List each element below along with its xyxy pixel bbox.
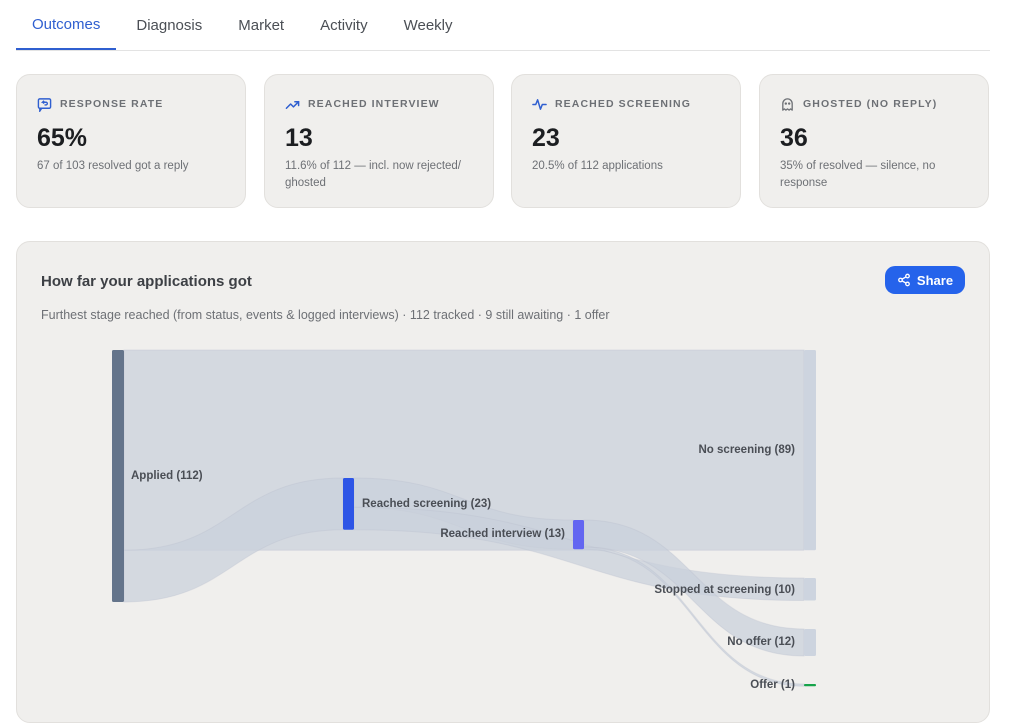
tab-activity[interactable]: Activity [320,17,368,34]
card-label: REACHED SCREENING [555,98,691,110]
ghost-icon [782,97,793,111]
panel-title: How far your applications got [41,273,252,290]
card-subtext: 67 of 103 resolved got a reply [37,160,189,172]
activity-icon [532,98,547,110]
tab-outcomes[interactable]: Outcomes [16,1,117,50]
card-subtext: 11.6% of 112 — incl. now rejected/ ghost… [285,160,462,189]
node-label-no-offer: No offer (12) [727,636,795,648]
node-label-stopped-screening: Stopped at screening (10) [654,584,795,596]
node-applied[interactable] [112,350,124,602]
reply-icon [37,97,52,112]
card-header: GHOSTED (NO REPLY) [780,95,968,113]
flow-interview-to-offer [583,546,805,687]
funnel-sankey-chart: Applied (112) Reached screening (23) Reach… [112,349,816,691]
card-value: 13 [285,124,313,152]
funnel-panel: How far your applications got Furthest s… [16,241,990,723]
panel-subtitle: Furthest stage reached (from status, eve… [41,308,610,322]
node-no-screening[interactable] [804,350,816,551]
card-header: RESPONSE RATE [37,95,225,113]
card-header: REACHED SCREENING [532,95,720,113]
card-label: GHOSTED (NO REPLY) [803,98,938,110]
flow-interview-to-no_offer [583,519,805,657]
card-label: REACHED INTERVIEW [308,98,440,110]
stat-card-ghosted: GHOSTED (NO REPLY) 36 35% of resolved — … [759,74,989,208]
node-label-offer: Offer (1) [750,679,795,691]
stat-card-response-rate: RESPONSE RATE 65% 67 of 103 resolved got… [16,74,246,208]
node-screening[interactable] [343,478,354,530]
tab-weekly[interactable]: Weekly [403,17,453,34]
node-stopped-screening[interactable] [804,578,816,601]
card-subtext: 35% of resolved — silence, no response [780,160,936,189]
card-header: REACHED INTERVIEW [285,95,473,113]
node-label-interview: Reached interview (13) [440,528,565,540]
node-label-no-screening: No screening (89) [699,444,796,456]
flow-applied-to-screening [123,477,344,603]
share-label: Share [916,272,954,288]
tab-market[interactable]: Market [238,17,285,34]
card-value: 23 [532,124,560,152]
tab-bar: Outcomes Diagnosis Market Activity Weekl… [16,0,990,51]
card-value: 36 [780,124,808,152]
stat-cards: RESPONSE RATE 65% 67 of 103 resolved got… [16,74,990,210]
tab-diagnosis[interactable]: Diagnosis [136,17,203,34]
stat-card-reached-screening: REACHED SCREENING 23 20.5% of 112 applic… [511,74,741,208]
node-no-offer[interactable] [804,629,816,656]
card-subtext: 20.5% of 112 applications [532,160,663,172]
node-label-screening: Reached screening (23) [362,498,491,510]
node-label-applied: Applied (112) [131,470,203,482]
share-icon [898,273,910,287]
trending-up-icon [285,100,300,109]
share-button[interactable]: Share [885,266,965,294]
node-offer[interactable] [804,684,816,687]
node-interview[interactable] [573,520,584,550]
card-label: RESPONSE RATE [60,98,164,110]
card-value: 65% [37,124,88,152]
stat-card-reached-interview: REACHED INTERVIEW 13 11.6% of 112 — incl… [264,74,494,208]
